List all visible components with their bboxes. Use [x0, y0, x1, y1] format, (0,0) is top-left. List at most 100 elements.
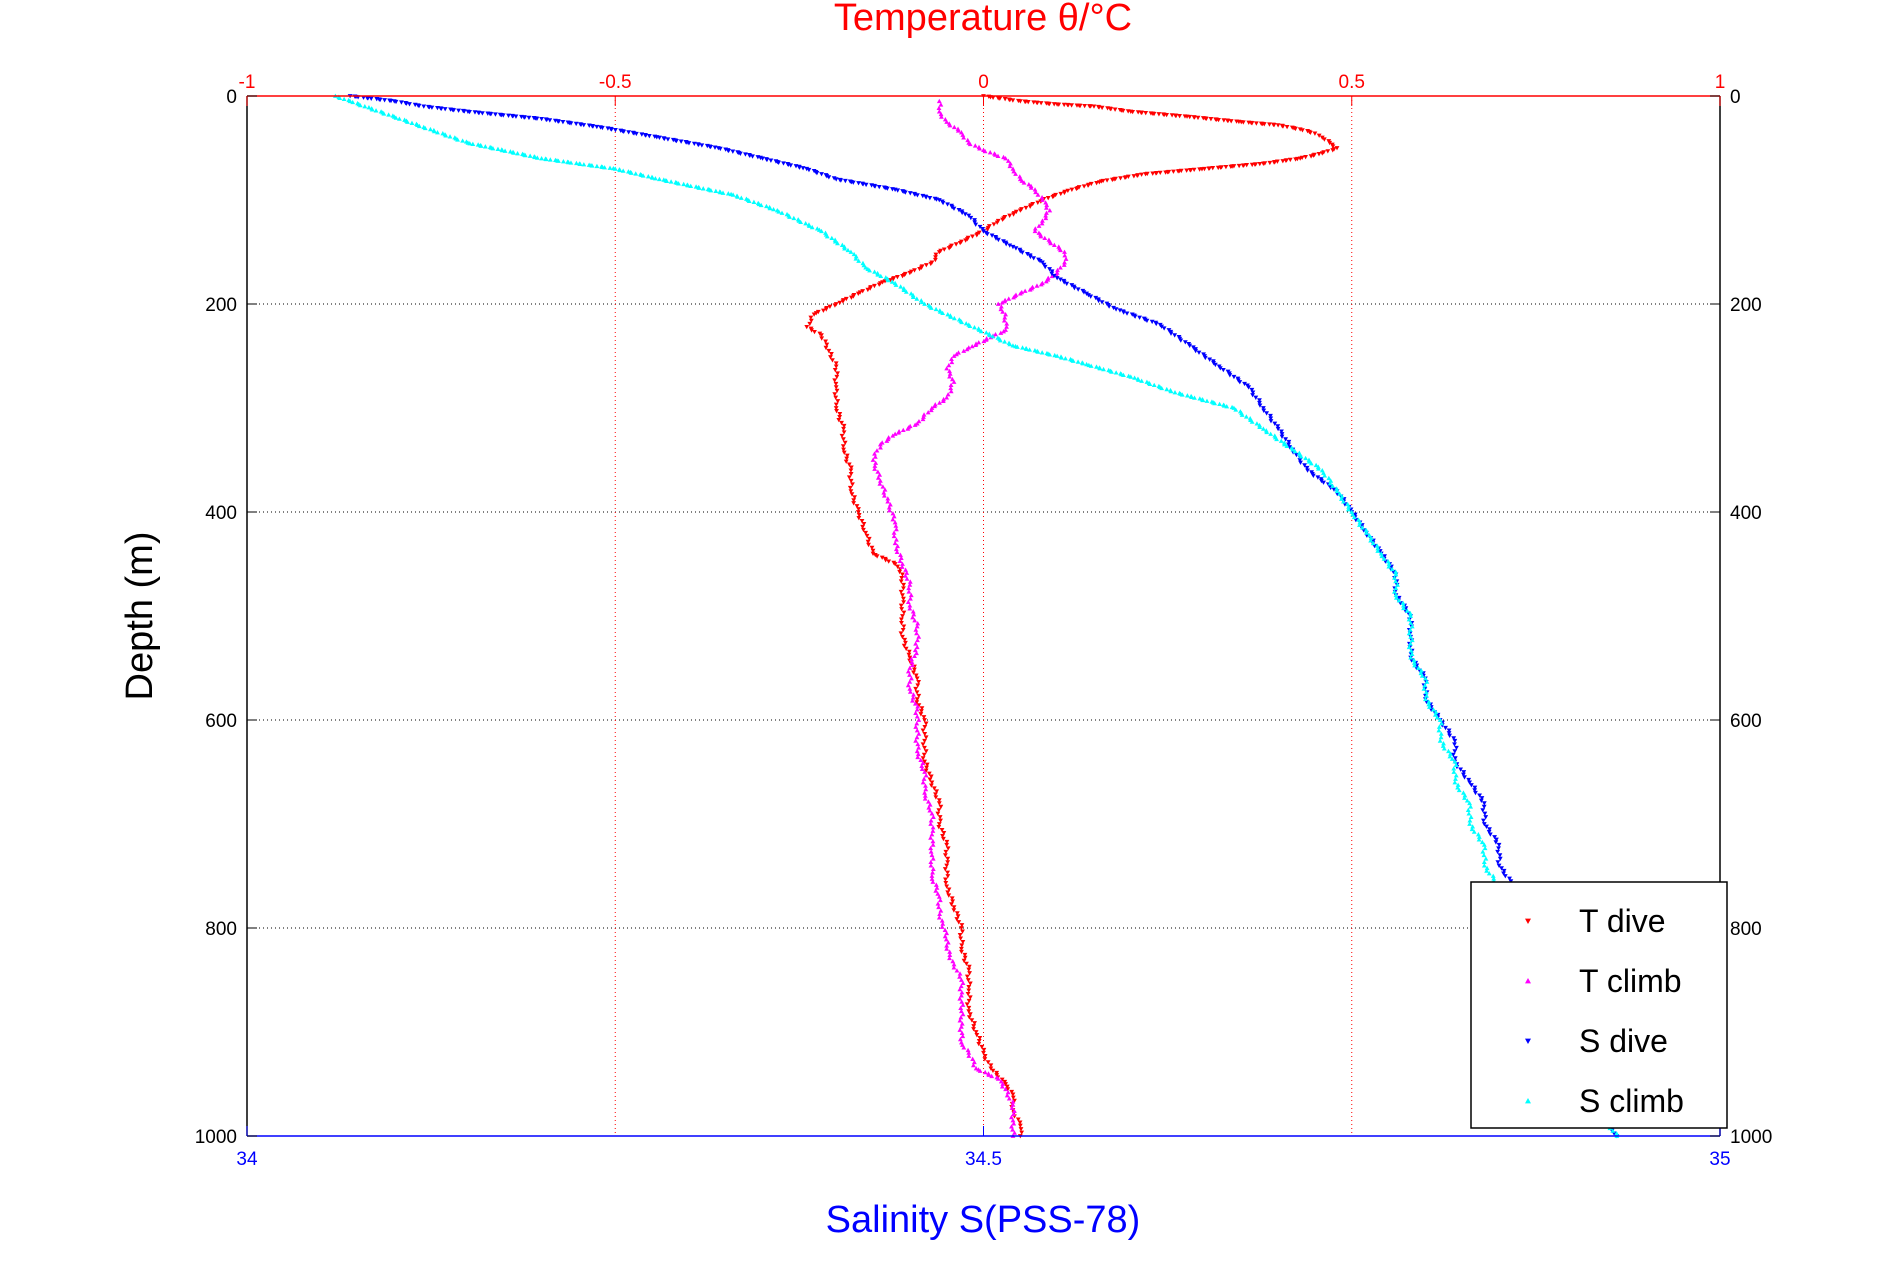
data-point: [1476, 837, 1482, 842]
data-point: [940, 833, 945, 839]
data-point: [821, 308, 826, 313]
data-point: [809, 328, 814, 333]
data-point: [409, 120, 415, 125]
data-point: [1434, 715, 1440, 720]
data-point: [1466, 777, 1472, 783]
data-point: [948, 385, 954, 391]
data-point: [1161, 326, 1167, 331]
data-point: [833, 385, 839, 390]
data-point: [1040, 280, 1045, 286]
y-axis-title: Depth (m): [119, 532, 161, 701]
data-point: [1496, 863, 1502, 868]
data-point: [1008, 161, 1013, 166]
data-point: [895, 188, 901, 193]
data-point: [923, 263, 929, 268]
data-point: [1451, 769, 1457, 774]
data-point: [1467, 800, 1472, 806]
data-point: [712, 145, 718, 150]
data-point: [1501, 871, 1506, 876]
data-point: [915, 704, 921, 709]
data-point: [864, 533, 870, 539]
data-point: [915, 193, 920, 198]
data-point: [1032, 226, 1038, 231]
data-point: [1408, 655, 1414, 660]
data-point: [1462, 793, 1468, 798]
data-point: [959, 990, 965, 995]
data-point: [1438, 734, 1444, 740]
data-point: [944, 884, 950, 889]
data-point: [911, 612, 917, 617]
data-point: [965, 991, 971, 997]
data-point: [914, 728, 920, 733]
data-point: [1237, 380, 1243, 385]
data-point: [912, 653, 917, 659]
legend: T dive T climb S dive S climb: [1470, 881, 1728, 1129]
data-point: [936, 822, 942, 827]
data-point: [1480, 808, 1486, 813]
data-point: [713, 188, 719, 193]
data-point: [1168, 331, 1174, 336]
data-point: [1443, 725, 1448, 731]
data-point: [939, 924, 945, 929]
data-point: [1452, 759, 1458, 764]
data-point: [1268, 416, 1274, 421]
data-point: [617, 167, 622, 172]
data-point: [1260, 426, 1266, 431]
y-tick-label-left: 0: [226, 87, 237, 108]
data-point: [1452, 756, 1458, 761]
data-point: [866, 542, 871, 548]
data-point: [1480, 818, 1486, 823]
data-point: [386, 112, 392, 117]
data-point: [892, 431, 898, 436]
data-point: [896, 429, 902, 434]
data-point: [527, 153, 533, 158]
data-point: [927, 802, 933, 807]
data-point: [1062, 249, 1067, 254]
data-point: [1069, 283, 1075, 288]
data-point: [1061, 262, 1067, 267]
data-point: [899, 621, 904, 626]
data-point: [915, 637, 920, 643]
data-point: [1004, 324, 1009, 329]
data-point: [1250, 390, 1256, 395]
data-point: [1409, 637, 1415, 643]
data-point: [971, 1062, 976, 1068]
data-point: [902, 637, 908, 643]
data-point: [1475, 832, 1481, 837]
data-point: [556, 119, 562, 124]
data-point: [1192, 115, 1197, 120]
data-point: [1364, 530, 1369, 535]
data-point: [1493, 840, 1499, 845]
data-point: [947, 955, 952, 961]
data-point: [966, 322, 972, 327]
data-point: [882, 487, 888, 492]
data-point: [945, 856, 951, 862]
data-point: [607, 165, 613, 170]
data-point: [955, 914, 961, 919]
data-point: [1223, 164, 1229, 170]
data-point: [959, 1021, 965, 1026]
data-point: [944, 930, 950, 936]
data-point: [959, 923, 965, 928]
data-point: [464, 139, 469, 144]
data-point: [1426, 699, 1432, 704]
legend-marker: [1525, 1038, 1531, 1044]
data-point: [1441, 746, 1447, 751]
data-point: [911, 667, 917, 672]
data-point: [1334, 488, 1340, 494]
data-point: [1487, 832, 1493, 837]
data-point: [1331, 487, 1337, 492]
data-point: [922, 793, 928, 798]
data-point: [819, 333, 824, 338]
data-point: [717, 146, 723, 152]
data-point: [1188, 393, 1194, 399]
data-point: [959, 946, 964, 952]
data-point: [1111, 305, 1116, 311]
data-point: [1002, 339, 1008, 344]
data-point: [966, 1050, 972, 1055]
data-point: [928, 835, 933, 840]
data-point: [643, 133, 649, 138]
data-point: [1052, 352, 1058, 358]
data-point: [1486, 871, 1492, 876]
data-point: [1088, 294, 1094, 299]
